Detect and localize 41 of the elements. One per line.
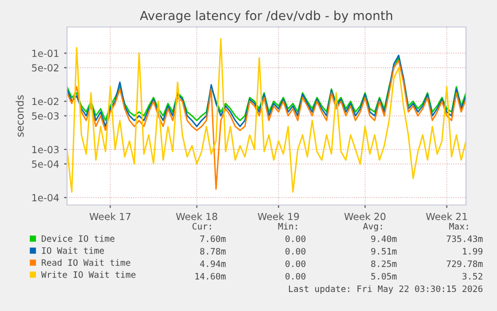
text: 3.52 xyxy=(462,272,482,280)
text: Last update: Fri May 22 03:30:15 2026 xyxy=(289,285,482,294)
text: 8.25m xyxy=(371,260,397,268)
y-tick-label: 5e-02 xyxy=(32,64,58,72)
y-tick-label: 1e-01 xyxy=(32,50,58,58)
legend-label: Read IO Wait time xyxy=(42,259,130,266)
y-tick-label: 1e-02 xyxy=(32,98,58,106)
text: 9.40m xyxy=(371,235,397,242)
text: 0.00 xyxy=(286,272,306,280)
text: Avg: xyxy=(363,223,382,232)
text: 5.05m xyxy=(371,272,397,280)
text: 8.78m xyxy=(200,248,226,255)
y-tick-label: 5e-04 xyxy=(32,160,59,168)
text: 0.00 xyxy=(286,235,306,242)
text: 14.60m xyxy=(195,272,226,280)
text: Min: xyxy=(278,222,297,230)
text: 735.43m xyxy=(446,235,483,242)
legend-label: IO Wait time xyxy=(42,247,104,254)
text: 9.51m xyxy=(371,248,397,255)
y-tick-label: 5e-03 xyxy=(32,112,59,120)
line-series xyxy=(67,60,466,190)
legend-label: Device IO time xyxy=(42,235,114,242)
x-tick-label: Week 18 xyxy=(176,212,218,220)
y-axis-title: seconds xyxy=(16,95,24,137)
y-tick-label: 1e-04 xyxy=(32,194,59,202)
text: 729.78m xyxy=(446,260,483,268)
x-tick-label: Week 19 xyxy=(258,212,299,220)
x-tick-label: Week 20 xyxy=(344,212,386,220)
text: 0.00 xyxy=(286,248,306,255)
text: Cur: xyxy=(192,222,211,230)
text: 7.60m xyxy=(200,235,226,242)
x-tick-label: Week 21 xyxy=(426,212,467,220)
line-series xyxy=(67,38,466,193)
x-tick-label: Week 17 xyxy=(90,212,130,220)
chart-title: Average latency for /dev/vdb - by month xyxy=(140,10,392,23)
text: 0.00 xyxy=(286,260,306,268)
text: 4.94m xyxy=(200,260,226,268)
legend-label: Write IO Wait time xyxy=(41,271,136,278)
text: 1.99 xyxy=(462,248,482,255)
y-tick-label: 1e-03 xyxy=(32,146,59,154)
text: Max: xyxy=(449,223,468,230)
